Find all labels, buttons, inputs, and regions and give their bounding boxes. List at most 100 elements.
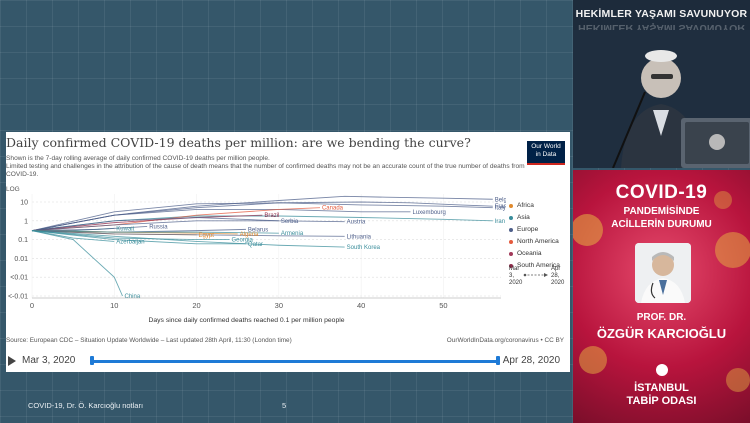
line-chart: BelgiumFranceItaly Luxembourg Iran Canada Br… <box>6 186 506 324</box>
speaker-portrait <box>635 243 691 303</box>
series-label: Serbia <box>281 219 299 225</box>
poster-org-line-2: TABİP ODASI <box>626 395 697 407</box>
chart-gridlines <box>31 194 501 298</box>
y-tick-label: 10 <box>20 200 28 207</box>
range-start-day: 3, <box>509 273 515 279</box>
range-start-year: 2020 <box>509 280 523 286</box>
chart-series <box>31 195 493 297</box>
legend-item-europe[interactable]: Europe <box>509 224 571 236</box>
legend-label: South America <box>517 262 560 269</box>
legend-item-asia[interactable]: Asia <box>509 212 571 224</box>
owid-logo[interactable]: Our World in Data <box>527 141 565 165</box>
virus-decoration <box>573 191 750 392</box>
series-label: South Korea <box>347 245 381 251</box>
legend-range-end: Apr 28, 2020 <box>551 266 564 287</box>
series-line <box>31 226 148 232</box>
source-text: Source: European CDC – Situation Update … <box>6 337 292 344</box>
series-label: Qatar <box>248 242 263 248</box>
series-label: Kuwait <box>116 226 134 232</box>
series-label: Algeria <box>240 232 259 238</box>
poster-prof: PROF. DR. <box>636 312 687 323</box>
series-line <box>31 230 345 237</box>
y-tick-label: <-0.01 <box>8 294 28 301</box>
legend-range-start: Mar 3, 2020 <box>509 266 522 287</box>
source-bar: Source: European CDC – Situation Update … <box>6 337 570 346</box>
y-tick-label: 0.01 <box>14 256 28 263</box>
legend-label: Oceania <box>517 250 542 257</box>
range-start-month: Mar <box>509 266 520 272</box>
timeline-track[interactable] <box>92 360 498 363</box>
x-axis-label: Days since daily confirmed deaths reache… <box>148 317 344 324</box>
range-end-year: 2020 <box>551 280 565 286</box>
speaker-video[interactable]: HEKİMLER YAŞAMI SAVUNUYOR HEKİMLER YAŞAM… <box>573 0 750 168</box>
series-line <box>31 230 123 297</box>
legend-label: Africa <box>517 202 534 209</box>
poster-subtitle-1: PANDEMİSİNDE <box>623 206 700 217</box>
series-line <box>31 209 411 232</box>
legend-swatch <box>509 204 513 208</box>
legend-item-africa[interactable]: Africa <box>509 200 571 212</box>
series-label: Belarus <box>248 227 268 233</box>
series-label: Luxembourg <box>412 210 445 216</box>
license-link[interactable]: OurWorldInData.org/coronavirus • CC BY <box>446 337 564 344</box>
event-poster: COVID-19 PANDEMİSİNDE ACİLLERİN DURUMU P… <box>573 170 750 423</box>
y-axis-scale-label: LOG <box>6 186 20 193</box>
series-line <box>31 230 115 242</box>
poster-org-line-1: İSTANBUL <box>634 382 689 394</box>
owid-logo-line-1: Our World <box>531 143 561 150</box>
owid-logo-line-2: in Data <box>535 151 557 158</box>
series-label: Brazil <box>264 213 279 219</box>
x-tick-label: 0 <box>30 301 34 310</box>
series-line <box>31 230 246 245</box>
chart-legend: Africa Asia Europe North America Oceania… <box>509 200 571 272</box>
timeline-end-date: Apr 28, 2020 <box>502 355 560 366</box>
chart-title: Daily confirmed COVID-19 deaths per mill… <box>6 135 471 150</box>
series-line <box>31 220 279 232</box>
chart-description: Shown is the 7-day rolling average of da… <box>6 155 526 179</box>
legend-label: Europe <box>517 226 539 233</box>
legend-swatch <box>509 216 513 220</box>
play-icon[interactable] <box>8 356 16 366</box>
timeline-end-handle[interactable] <box>496 356 500 365</box>
legend-item-south-america[interactable]: South America <box>509 260 571 272</box>
speaker-figure <box>573 30 750 168</box>
range-end-day: 28, <box>551 273 560 279</box>
chart-card: Daily confirmed COVID-19 deaths per mill… <box>6 132 570 372</box>
legend-item-north-america[interactable]: North America <box>509 236 571 248</box>
timeline-slider[interactable]: Mar 3, 2020 Apr 28, 2020 <box>6 354 570 368</box>
series-label: Italy <box>495 206 506 212</box>
series-label: Armenia <box>281 231 304 237</box>
legend-swatch <box>509 240 513 244</box>
poster-speaker-name: ÖZGÜR KARCIOĞLU <box>596 326 727 341</box>
series-label: France <box>495 204 506 210</box>
legend-swatch <box>509 264 513 268</box>
poster-subtitle-2: ACİLLERİN DURUMU <box>611 219 712 230</box>
poster-title: COVID-19 <box>615 182 708 203</box>
chart-series-labels: BelgiumFranceItaly Luxembourg Iran Canada Br… <box>116 197 506 300</box>
series-label: Egypt <box>199 233 215 239</box>
series-label: Iran <box>495 219 505 225</box>
timeline-start-handle[interactable] <box>90 356 94 365</box>
timeline-start-date: Mar 3, 2020 <box>22 355 76 366</box>
legend-label: North America <box>517 238 559 245</box>
chamber-logo-icon <box>654 362 670 378</box>
x-tick-label: 50 <box>439 301 447 310</box>
chart-description-line-1: Shown is the 7-day rolling average of da… <box>6 155 270 162</box>
x-tick-label: 40 <box>357 301 365 310</box>
slide-footer-notes: COVID-19, Dr. Ö. Karcıoğlu notları <box>28 401 144 410</box>
series-label: China <box>125 294 141 300</box>
legend-label: Asia <box>517 214 530 221</box>
slide-page-number: 5 <box>282 401 287 410</box>
y-tick-label: 0.1 <box>18 237 28 244</box>
x-tick-label: 10 <box>110 301 118 310</box>
x-tick-label: 30 <box>275 301 283 310</box>
series-label: Belgium <box>495 197 506 203</box>
video-banner-text: HEKİMLER YAŞAMI SAVUNUYOR <box>575 8 748 20</box>
series-label: Russia <box>149 224 168 230</box>
series-line <box>31 214 263 232</box>
y-tick-label: <0.01 <box>10 275 28 282</box>
range-end-month: Apr <box>551 266 561 272</box>
range-arrow-icon <box>523 273 548 277</box>
legend-item-oceania[interactable]: Oceania <box>509 248 571 260</box>
